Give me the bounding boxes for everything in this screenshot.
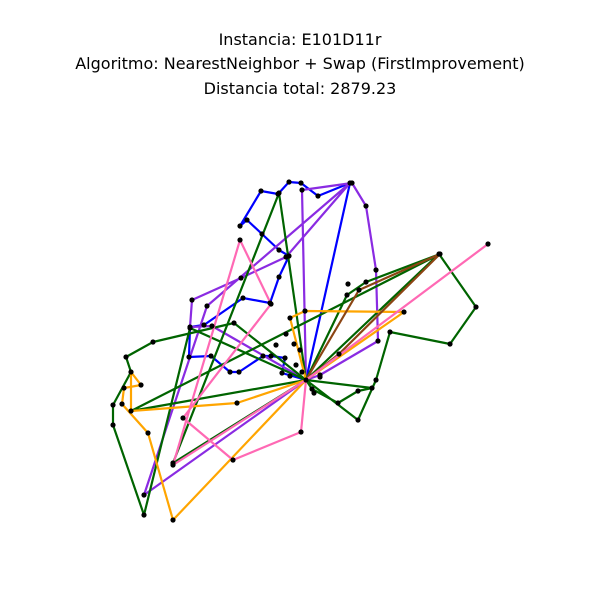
customer-node <box>123 354 129 360</box>
customer-node <box>309 386 315 392</box>
route-line-4 <box>120 309 406 522</box>
customer-node <box>145 430 151 436</box>
customer-node <box>315 193 321 199</box>
customer-node <box>201 322 207 328</box>
customer-node <box>297 347 303 353</box>
customer-node <box>189 297 195 303</box>
customer-node <box>204 303 210 309</box>
customer-node <box>317 374 323 380</box>
customer-node <box>150 339 156 345</box>
customer-node <box>170 517 176 523</box>
customer-node <box>283 331 289 337</box>
customer-node <box>234 400 240 406</box>
customer-node <box>128 408 134 414</box>
customer-node <box>128 369 134 375</box>
customer-node <box>110 422 116 428</box>
customer-node <box>356 287 362 293</box>
customer-node <box>298 180 304 186</box>
customer-node <box>344 292 350 298</box>
customer-node <box>268 301 274 307</box>
customer-node <box>302 308 308 314</box>
customer-node <box>298 429 304 435</box>
customer-node <box>293 362 299 368</box>
customer-node <box>209 323 215 329</box>
customer-node <box>355 417 361 423</box>
algorithm-title: Algoritmo: NearestNeighbor + Swap (First… <box>75 54 525 73</box>
customer-node <box>236 369 242 375</box>
customer-node <box>227 369 233 375</box>
customer-node <box>230 457 236 463</box>
customer-node <box>238 275 244 281</box>
customer-node <box>283 254 289 260</box>
customer-node <box>355 388 361 394</box>
customer-node <box>110 402 116 408</box>
customer-node <box>473 304 479 310</box>
customer-node <box>259 231 265 237</box>
customer-node <box>485 241 491 247</box>
customer-node <box>119 401 125 407</box>
customer-node <box>287 315 293 321</box>
customer-node <box>258 188 264 194</box>
customer-node <box>345 281 351 287</box>
customer-node <box>237 223 243 229</box>
customer-node <box>291 341 297 347</box>
customer-node <box>141 512 147 518</box>
customer-node <box>287 373 293 379</box>
route-line-3 <box>111 191 478 517</box>
customer-node <box>121 385 127 391</box>
customer-node <box>244 217 250 223</box>
customer-node <box>299 187 305 193</box>
customer-node <box>286 179 292 185</box>
customer-node <box>276 190 282 196</box>
customer-node <box>186 354 192 360</box>
customer-node <box>141 492 147 498</box>
customer-node <box>401 309 407 315</box>
customer-node <box>447 341 453 347</box>
customer-node <box>276 274 282 280</box>
customer-node <box>335 400 341 406</box>
customer-node <box>373 377 379 383</box>
depot-node <box>303 377 309 383</box>
customer-node <box>237 237 243 243</box>
customer-node <box>273 342 279 348</box>
customer-node <box>208 353 214 359</box>
customer-node <box>282 355 288 361</box>
customer-node <box>369 385 375 391</box>
customer-node <box>260 353 266 359</box>
instance-title: Instancia: E101D11r <box>218 30 382 49</box>
route-line-6 <box>171 238 490 467</box>
customer-node <box>187 325 193 331</box>
customer-node <box>373 267 379 273</box>
customer-node <box>276 247 282 253</box>
customer-node <box>240 295 246 301</box>
customer-node <box>170 462 176 468</box>
customer-node <box>375 338 381 344</box>
customer-node <box>279 370 285 376</box>
customer-node <box>180 415 186 421</box>
customer-node <box>363 279 369 285</box>
customer-node <box>231 320 237 326</box>
customer-node <box>363 203 369 209</box>
customer-node <box>299 369 305 375</box>
customer-node <box>349 180 355 186</box>
customer-node <box>387 329 393 335</box>
customer-node <box>138 382 144 388</box>
distance-title: Distancia total: 2879.23 <box>203 79 397 98</box>
customer-node <box>437 251 443 257</box>
customer-node <box>336 351 342 357</box>
customer-node <box>311 390 317 396</box>
customer-node <box>268 353 274 359</box>
